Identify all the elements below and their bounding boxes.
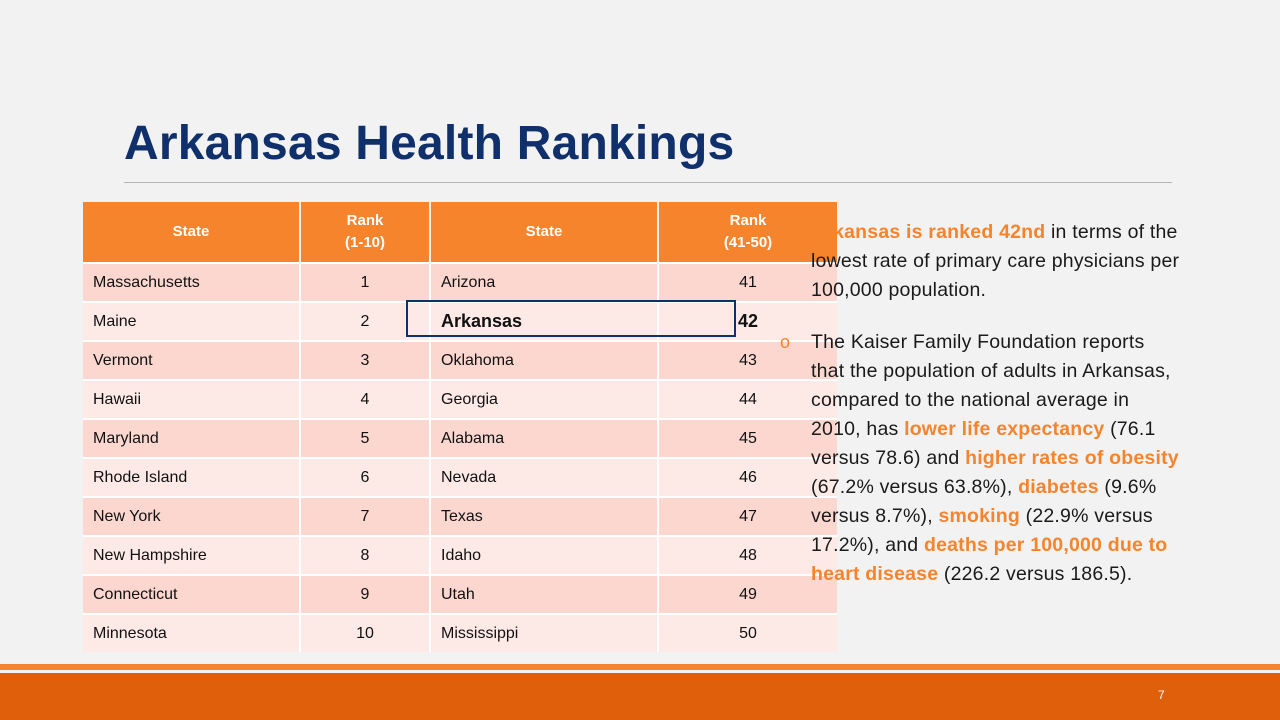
top-rank-cell: 4 (300, 379, 431, 419)
bottom-state-cell-highlighted: Arkansas (430, 301, 659, 341)
bottom-state-cell: Texas (430, 496, 659, 536)
bottom-rank-cell: 46 (658, 457, 837, 497)
bottom-rank-cell-highlighted: 42 (658, 301, 837, 341)
header-rank-bottom-line2: (41-50) (723, 234, 773, 251)
bottom-state-cell: Alabama (430, 418, 659, 458)
bullet-text: (76.1 versus 78.6) and (811, 418, 1156, 469)
bottom-rank-cell: 48 (658, 535, 837, 575)
header-rank-bottom-line1: Rank (729, 212, 767, 230)
table-row: Hawaii 4 Georgia 44 (83, 379, 837, 419)
bottom-rank-cell: 47 (658, 496, 837, 536)
bullet-highlight: diabetes (1018, 476, 1099, 498)
table-row: Minnesota 10 Mississippi 50 (83, 613, 837, 652)
table-row: Massachusetts 1 Arizona 41 (83, 262, 837, 302)
top-rank-cell: 7 (300, 496, 431, 536)
bullet-item: o Arkansas is ranked 42nd in terms of th… (780, 218, 1180, 305)
header-state-bottom: State (430, 202, 659, 263)
health-rankings-table: State Rank (1-10) State Rank (41-50) Mas… (83, 202, 837, 652)
title-divider (124, 182, 1172, 183)
bullet-highlight: deaths per 100,000 due to heart disease (811, 534, 1168, 585)
header-rank-top: Rank (1-10) (300, 202, 431, 263)
bottom-state-cell: Mississippi (430, 613, 659, 652)
bullet-text: in terms of the lowest rate of primary c… (811, 221, 1180, 301)
bottom-rank-cell: 50 (658, 613, 837, 652)
bullet-highlight: lower life expectancy (904, 418, 1105, 440)
top-state-cell: Vermont (83, 340, 301, 380)
bottom-rank-cell: 44 (658, 379, 837, 419)
hollow-circle-bullet-icon: o (780, 332, 791, 352)
table-row: Rhode Island 6 Nevada 46 (83, 457, 837, 497)
bottom-rank-cell: 43 (658, 340, 837, 380)
bullet-list: o Arkansas is ranked 42nd in terms of th… (780, 218, 1180, 612)
bullet-text: (226.2 versus 186.5). (938, 563, 1133, 585)
top-state-cell: Rhode Island (83, 457, 301, 497)
page-number: 7 (1158, 688, 1165, 702)
header-rank-bottom: Rank (41-50) (658, 202, 837, 263)
footer-accent-line (0, 664, 1280, 670)
top-state-cell: Maryland (83, 418, 301, 458)
top-rank-cell: 6 (300, 457, 431, 497)
bullet-text: (22.9% versus 17.2%), and (811, 505, 1153, 556)
table-row: Maryland 5 Alabama 45 (83, 418, 837, 458)
slide-title: Arkansas Health Rankings (124, 117, 735, 170)
bullet-highlight: Arkansas is ranked 42nd (811, 221, 1046, 243)
top-state-cell: New York (83, 496, 301, 536)
top-rank-cell: 5 (300, 418, 431, 458)
table-row: Vermont 3 Oklahoma 43 (83, 340, 837, 380)
bottom-rank-cell: 41 (658, 262, 837, 302)
bullet-text: (9.6% versus 8.7%), (811, 476, 1157, 527)
bullet-item: o The Kaiser Family Foundation reports t… (780, 328, 1180, 589)
top-rank-cell: 3 (300, 340, 431, 380)
top-state-cell: Hawaii (83, 379, 301, 419)
bottom-state-cell: Arizona (430, 262, 659, 302)
top-state-cell: Connecticut (83, 574, 301, 614)
bullet-highlight: smoking (938, 505, 1021, 527)
bullet-highlight: higher rates of obesity (965, 447, 1179, 469)
bottom-state-cell: Utah (430, 574, 659, 614)
bullet-text: The Kaiser Family Foundation reports tha… (811, 331, 1171, 440)
top-state-cell: New Hampshire (83, 535, 301, 575)
table-header-row: State Rank (1-10) State Rank (41-50) (83, 202, 837, 263)
top-rank-cell: 10 (300, 613, 431, 652)
footer-bar (0, 673, 1280, 720)
header-state-top: State (83, 202, 301, 263)
header-rank-top-line1: Rank (346, 212, 384, 230)
table-row: New Hampshire 8 Idaho 48 (83, 535, 837, 575)
table-row: New York 7 Texas 47 (83, 496, 837, 536)
bottom-state-cell: Georgia (430, 379, 659, 419)
bullet-text: (67.2% versus 63.8%), (811, 476, 1019, 498)
top-state-cell: Minnesota (83, 613, 301, 652)
table-row: Connecticut 9 Utah 49 (83, 574, 837, 614)
bottom-state-cell: Nevada (430, 457, 659, 497)
top-rank-cell: 9 (300, 574, 431, 614)
top-state-cell: Massachusetts (83, 262, 301, 302)
top-rank-cell: 1 (300, 262, 431, 302)
top-rank-cell: 2 (300, 301, 431, 341)
bottom-rank-cell: 45 (658, 418, 837, 458)
table-row-arkansas: Maine 2 Arkansas 42 (83, 301, 837, 341)
bottom-rank-cell: 49 (658, 574, 837, 614)
bottom-state-cell: Oklahoma (430, 340, 659, 380)
hollow-circle-bullet-icon: o (780, 222, 791, 242)
top-state-cell: Maine (83, 301, 301, 341)
bottom-state-cell: Idaho (430, 535, 659, 575)
header-rank-top-line2: (1-10) (344, 234, 385, 251)
top-rank-cell: 8 (300, 535, 431, 575)
